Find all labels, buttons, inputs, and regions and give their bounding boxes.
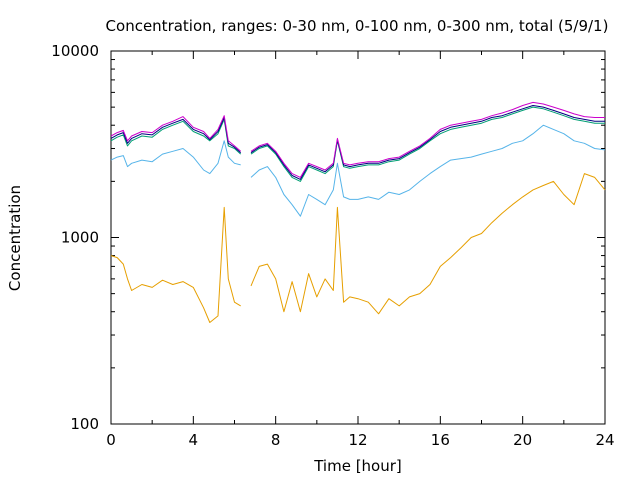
y-axis-label: Concentration — [6, 185, 24, 291]
y-tick-label: 1000 — [61, 229, 99, 247]
series-line-4 — [110, 105, 605, 180]
x-tick-label: 8 — [271, 431, 281, 449]
x-axis-label: Time [hour] — [313, 457, 402, 475]
x-tick-label: 4 — [189, 431, 199, 449]
plot-frame — [110, 50, 606, 425]
series-line-1 — [110, 173, 606, 323]
x-tick-label: 0 — [106, 431, 116, 449]
x-tick-label: 20 — [513, 431, 532, 449]
x-tick-label: 16 — [431, 431, 450, 449]
series-line-2 — [110, 124, 606, 217]
series-group — [110, 101, 606, 323]
chart-title: Concentration, ranges: 0-30 nm, 0-100 nm… — [106, 17, 609, 35]
series-line-5 — [110, 101, 605, 178]
y-tick-label: 10000 — [51, 42, 99, 60]
axis-ticks: 0 4 8 12 16 20 24 100 1000 10000 — [51, 42, 614, 449]
x-tick-label: 12 — [348, 431, 367, 449]
x-tick-label: 24 — [595, 431, 614, 449]
y-tick-label: 100 — [70, 415, 99, 433]
